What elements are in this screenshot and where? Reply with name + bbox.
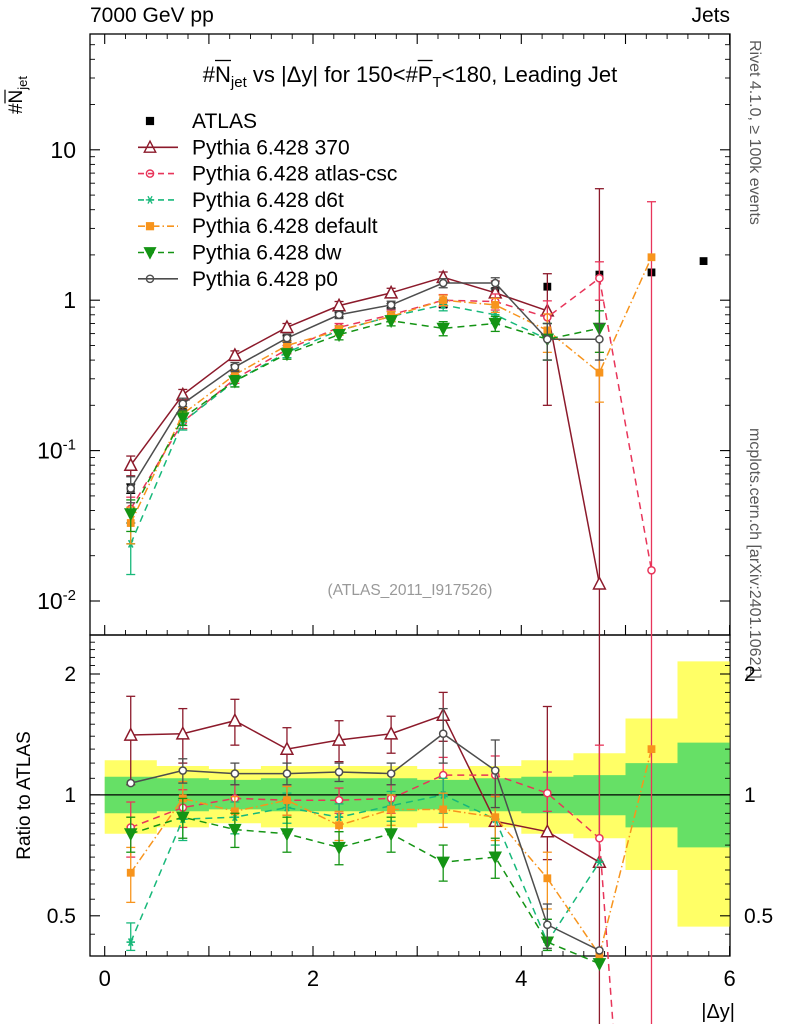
svg-text:0.5: 0.5: [47, 905, 76, 928]
svg-text:4: 4: [515, 966, 527, 991]
svg-text:Pythia 6.428 default: Pythia 6.428 default: [192, 215, 378, 238]
svg-text:Pythia 6.428 atlas-csc: Pythia 6.428 atlas-csc: [192, 163, 397, 186]
svg-text:7000 GeV pp: 7000 GeV pp: [90, 4, 214, 27]
svg-text:6: 6: [723, 966, 735, 991]
svg-text:0: 0: [99, 966, 111, 991]
svg-text:mcplots.cern.ch [arXiv:2401.10: mcplots.cern.ch [arXiv:2401.10621]: [746, 428, 763, 679]
svg-text:2: 2: [64, 663, 76, 686]
svg-text:(ATLAS_2011_I917526): (ATLAS_2011_I917526): [328, 582, 493, 599]
svg-text:2: 2: [307, 966, 319, 991]
svg-text:Rivet 4.1.0, ≥ 100k events: Rivet 4.1.0, ≥ 100k events: [746, 40, 763, 225]
svg-text:1: 1: [744, 784, 756, 807]
svg-text:Pythia 6.428 d6t: Pythia 6.428 d6t: [192, 189, 344, 212]
svg-text:10: 10: [50, 137, 76, 163]
svg-text:ATLAS: ATLAS: [192, 110, 257, 133]
svg-text:Pythia 6.428 dw: Pythia 6.428 dw: [192, 242, 342, 265]
svg-text:Jets: Jets: [691, 4, 730, 27]
svg-text:Pythia 6.428 p0: Pythia 6.428 p0: [192, 268, 338, 291]
svg-text:Ratio to ATLAS: Ratio to ATLAS: [14, 731, 35, 860]
svg-text:#Njet vs |Δy| for 150<#PT<180,: #Njet vs |Δy| for 150<#PT<180, Leading J…: [203, 62, 617, 91]
svg-text:1: 1: [64, 784, 76, 807]
svg-text:2: 2: [744, 663, 756, 686]
svg-text:0.5: 0.5: [744, 905, 773, 928]
svg-text:1: 1: [63, 287, 76, 313]
svg-text:|Δy|: |Δy|: [701, 1001, 735, 1023]
svg-text:Pythia 6.428 370: Pythia 6.428 370: [192, 136, 350, 159]
